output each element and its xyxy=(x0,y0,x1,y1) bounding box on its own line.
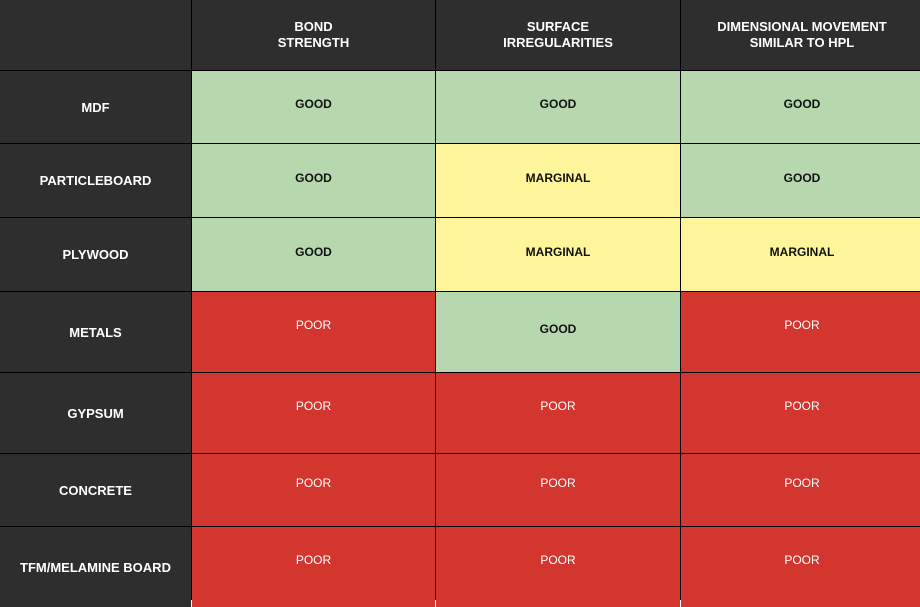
row-header-gypsum: GYPSUM xyxy=(0,373,191,453)
row-header-particleboard: PARTICLEBOARD xyxy=(0,144,191,217)
rating-cell-particleboard-bond-strength: GOOD xyxy=(192,144,435,217)
rating-cell-mdf-dimensional-movement: GOOD xyxy=(681,71,920,143)
rating-cell-particleboard-surface-irregularities: MARGINAL xyxy=(436,144,680,217)
row-header-concrete: CONCRETE xyxy=(0,454,191,526)
column-header-surface-irregularities: SURFACE IRREGULARITIES xyxy=(436,0,680,70)
rating-cell-gypsum-surface-irregularities: POOR xyxy=(436,373,680,453)
rating-cell-concrete-surface-irregularities: POOR xyxy=(436,454,680,526)
rating-cell-mdf-bond-strength: GOOD xyxy=(192,71,435,143)
rating-cell-plywood-bond-strength: GOOD xyxy=(192,218,435,291)
rating-cell-particleboard-dimensional-movement: GOOD xyxy=(681,144,920,217)
rating-cell-gypsum-dimensional-movement: POOR xyxy=(681,373,920,453)
column-header-dimensional-movement: DIMENSIONAL MOVEMENT SIMILAR TO HPL xyxy=(681,0,920,70)
rating-cell-gypsum-bond-strength: POOR xyxy=(192,373,435,453)
rating-cell-concrete-dimensional-movement: POOR xyxy=(681,454,920,526)
rating-cell-metals-surface-irregularities: GOOD xyxy=(436,292,680,372)
row-header-tfm-melamine-board: TFM/MELAMINE BOARD xyxy=(0,527,191,607)
rating-cell-tfm-melamine-board-surface-irregularities: POOR xyxy=(436,527,680,607)
rating-cell-plywood-dimensional-movement: MARGINAL xyxy=(681,218,920,291)
rating-cell-tfm-melamine-board-dimensional-movement: POOR xyxy=(681,527,920,607)
column-header-bond-strength: BOND STRENGTH xyxy=(192,0,435,70)
row-header-mdf: MDF xyxy=(0,71,191,143)
table-corner xyxy=(0,0,191,70)
rating-cell-tfm-melamine-board-bond-strength: POOR xyxy=(192,527,435,607)
rating-cell-metals-bond-strength: POOR xyxy=(192,292,435,372)
rating-cell-metals-dimensional-movement: POOR xyxy=(681,292,920,372)
rating-cell-mdf-surface-irregularities: GOOD xyxy=(436,71,680,143)
rating-cell-concrete-bond-strength: POOR xyxy=(192,454,435,526)
row-header-metals: METALS xyxy=(0,292,191,372)
row-header-plywood: PLYWOOD xyxy=(0,218,191,291)
rating-cell-plywood-surface-irregularities: MARGINAL xyxy=(436,218,680,291)
